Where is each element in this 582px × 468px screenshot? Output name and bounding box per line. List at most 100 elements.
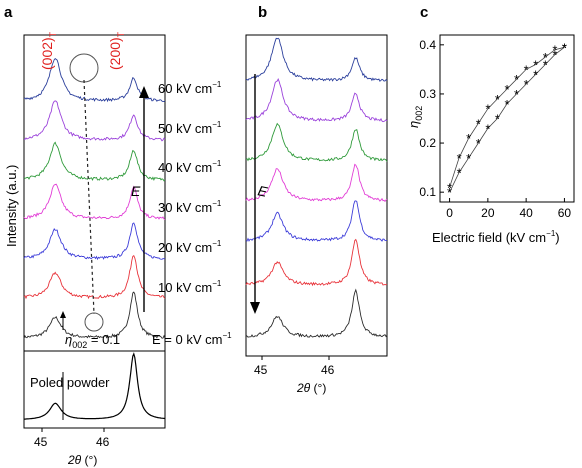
panel-c-point: * bbox=[533, 67, 538, 82]
panel-c-point: * bbox=[543, 50, 548, 65]
field-label-10-text: 10 kV cm bbox=[158, 280, 212, 295]
panel-c-point: * bbox=[514, 87, 519, 102]
field-label-0-text: E = 0 kV cm bbox=[152, 332, 222, 347]
panel-a-traces bbox=[23, 57, 166, 339]
eta-symbol: η bbox=[65, 332, 72, 347]
field-label-40: 40 kV cm−1 bbox=[158, 159, 222, 175]
panel-c-point: * bbox=[533, 57, 538, 72]
panel-b-x-label-unit: (°) bbox=[310, 381, 326, 395]
field-label-10-exp: −1 bbox=[212, 279, 222, 288]
panel-c-point: * bbox=[562, 40, 567, 55]
panel-a-trace-4 bbox=[23, 141, 166, 182]
panel-c-point: * bbox=[514, 72, 519, 87]
panel-c-ytick-label: 0.3 bbox=[419, 87, 436, 101]
field-labels: 60 kV cm−1 50 kV cm−1 40 kV cm−1 30 kV c… bbox=[152, 80, 232, 347]
field-arrow-down-label: E bbox=[256, 182, 269, 200]
panel-c-point: * bbox=[485, 121, 490, 136]
panel-a-x-label-theta: 2θ bbox=[67, 453, 82, 467]
panel-b-trace-6 bbox=[245, 288, 388, 338]
eta-annotation-arrow-head bbox=[60, 311, 66, 318]
panel-c-point: * bbox=[562, 40, 567, 55]
panel-c-ytick-label: 0.4 bbox=[419, 38, 436, 52]
eta-annotation: η002 = 0.1 bbox=[65, 332, 120, 350]
field-label-0-exp: −1 bbox=[222, 331, 232, 340]
field-label-30-text: 30 kV cm bbox=[158, 200, 212, 215]
panel-c-series-line-0 bbox=[449, 46, 565, 193]
panel-a-x-label: 2θ (°) bbox=[67, 453, 97, 467]
panel-b-trace-3 bbox=[245, 163, 388, 203]
panel-c-point: * bbox=[476, 116, 481, 131]
panel-c-x-label-exp: −1 bbox=[546, 229, 556, 238]
panel-c-xtick-label: 0 bbox=[446, 206, 453, 220]
field-label-0: E = 0 kV cm−1 bbox=[152, 331, 232, 347]
field-label-60-exp: −1 bbox=[212, 80, 222, 89]
panel-b-x-label: 2θ (°) bbox=[296, 381, 326, 395]
field-arrow-down-head bbox=[250, 302, 260, 314]
panel-letter-b: b bbox=[258, 4, 267, 21]
panel-c-xtick-label: 20 bbox=[481, 206, 495, 220]
field-label-20-exp: −1 bbox=[212, 239, 222, 248]
panel-c-point: * bbox=[524, 62, 529, 77]
panel-b-trace-0 bbox=[246, 37, 388, 82]
eta-subscript: 002 bbox=[72, 340, 87, 350]
panel-c-frame bbox=[439, 34, 575, 203]
field-label-30: 30 kV cm−1 bbox=[158, 199, 222, 215]
panel-c-y-label: η002 bbox=[406, 106, 424, 128]
peak-label-002-sub: T bbox=[48, 31, 58, 37]
panel-b-traces bbox=[245, 37, 388, 338]
eta-value: = 0.1 bbox=[87, 332, 120, 347]
panel-a-lower-frame bbox=[23, 350, 166, 429]
panel-c-point: * bbox=[466, 131, 471, 146]
panel-c-ytick-label: 0.2 bbox=[419, 136, 436, 150]
panel-c-point: * bbox=[552, 43, 557, 58]
panel-c-xtick-label: 60 bbox=[558, 206, 572, 220]
panel-a-trace-3 bbox=[23, 183, 166, 221]
panel-c-ytick-label: 0.1 bbox=[419, 185, 436, 199]
panel-b-xtick-label-46: 46 bbox=[321, 363, 335, 377]
field-label-40-text: 40 kV cm bbox=[158, 160, 212, 175]
poled-powder-label: Poled powder bbox=[30, 375, 110, 390]
circle-marker-top bbox=[69, 53, 99, 83]
panel-a-trace-2 bbox=[23, 222, 166, 261]
peak-label-200: (200)T bbox=[107, 31, 126, 70]
panel-a-lower-trace bbox=[24, 352, 166, 420]
panel-c-point: * bbox=[524, 77, 529, 92]
panel-c-point: * bbox=[457, 151, 462, 166]
panel-c-point: * bbox=[485, 102, 490, 117]
panel-c-point: * bbox=[504, 82, 509, 97]
dashed-guide-line bbox=[83, 79, 95, 315]
panel-c-x-label-close: ) bbox=[555, 230, 559, 245]
peak-label-002: (002)T bbox=[39, 31, 58, 70]
field-label-30-exp: −1 bbox=[212, 199, 222, 208]
panel-c-series-line-1 bbox=[449, 46, 565, 188]
panel-b-trace-1 bbox=[245, 77, 388, 123]
panel-b-frame bbox=[245, 34, 388, 357]
field-label-50-exp: −1 bbox=[212, 120, 222, 129]
intensity-axis-label: Intensity (a.u.) bbox=[4, 165, 19, 247]
field-label-60: 60 kV cm−1 bbox=[158, 80, 222, 96]
panel-a-xtick-label-45: 45 bbox=[34, 435, 48, 449]
panel-c-point: * bbox=[504, 97, 509, 112]
field-label-60-text: 60 kV cm bbox=[158, 81, 212, 96]
panel-c-point: * bbox=[466, 151, 471, 166]
panel-c-point: * bbox=[495, 112, 500, 127]
peak-label-200-main: (200) bbox=[107, 37, 123, 70]
panel-letter-c: c bbox=[420, 4, 428, 21]
panel-a-trace-1 bbox=[23, 255, 166, 300]
panel-a-x-label-unit: (°) bbox=[81, 453, 97, 467]
field-label-20: 20 kV cm−1 bbox=[158, 239, 222, 255]
peak-label-200-sub: T bbox=[116, 31, 126, 37]
field-label-20-text: 20 kV cm bbox=[158, 240, 212, 255]
panel-c-data: ************ ************** bbox=[447, 40, 567, 200]
panel-c-y-label-eta: η bbox=[406, 121, 421, 128]
panel-c-xtick-label: 40 bbox=[519, 206, 533, 220]
panel-b-xtick-label-45: 45 bbox=[254, 363, 268, 377]
panel-c-axes: 0 20 40 60 0.1 0.2 0.3 0.4 bbox=[419, 38, 571, 220]
panel-c-x-label-text: Electric field (kV cm bbox=[432, 230, 546, 245]
panel-c-point: * bbox=[457, 166, 462, 181]
panel-c-point: * bbox=[495, 92, 500, 107]
panel-c-x-label: Electric field (kV cm−1) bbox=[432, 229, 560, 245]
field-arrow-up-label: E bbox=[131, 183, 141, 199]
panel-b-trace-5 bbox=[245, 238, 388, 287]
